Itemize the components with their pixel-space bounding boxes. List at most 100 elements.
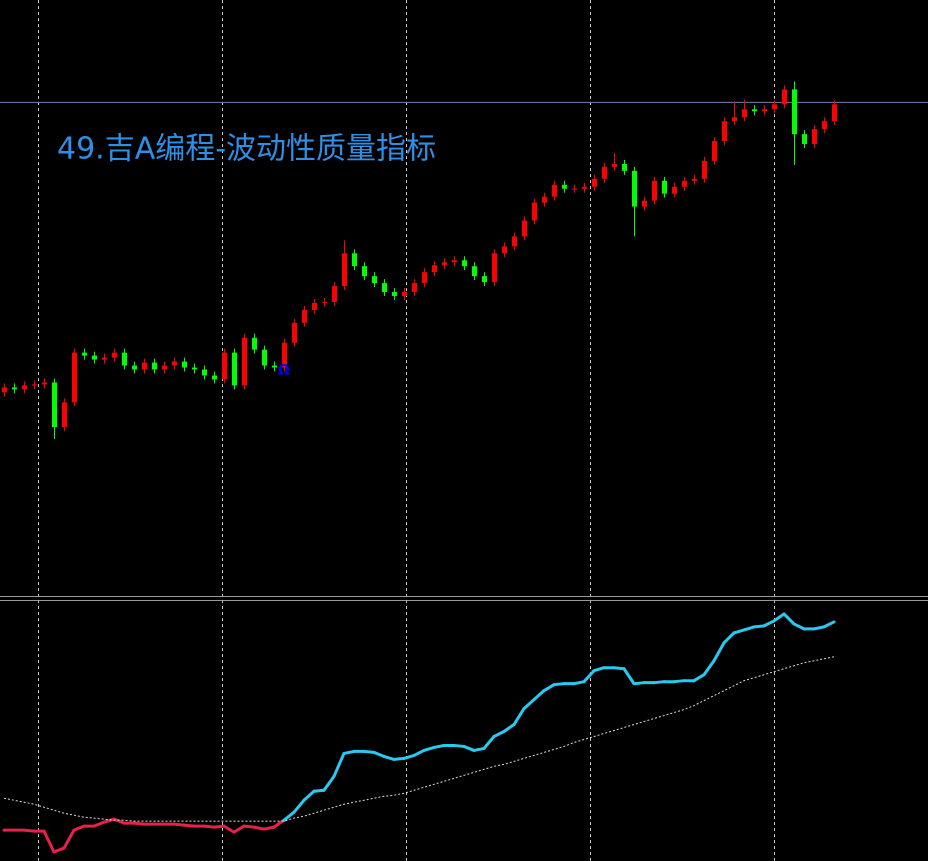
indicator-line — [292, 798, 306, 814]
candle-body — [382, 283, 387, 293]
candle-body — [402, 292, 407, 297]
candle-body — [552, 184, 557, 197]
candle-body — [602, 166, 607, 179]
candle-body — [662, 180, 667, 194]
candle-body — [112, 352, 117, 358]
candle-body — [42, 382, 47, 385]
candle-body — [412, 283, 417, 293]
candle-body — [512, 236, 517, 247]
indicator-line — [492, 729, 506, 738]
candle-body — [592, 178, 597, 187]
indicator-line — [652, 680, 666, 685]
candle-body — [92, 355, 97, 360]
indicator-line — [582, 669, 596, 684]
candle-body — [242, 337, 247, 386]
candle-body — [622, 163, 627, 171]
candle-body — [582, 186, 587, 189]
indicator-line — [242, 824, 256, 829]
indicator-line — [262, 825, 276, 831]
candle-body — [502, 246, 507, 254]
indicator-line — [202, 824, 216, 829]
candle-body — [352, 253, 357, 267]
candle-body — [172, 361, 177, 366]
candle-body — [252, 337, 257, 350]
candle-body — [302, 309, 307, 323]
indicator-line — [592, 666, 606, 673]
indicator-line — [622, 667, 636, 686]
candle-body — [702, 160, 707, 179]
indicator-line — [632, 681, 646, 686]
candle-body — [432, 265, 437, 273]
candle-body — [152, 362, 157, 370]
indicator-line — [42, 829, 56, 854]
candle-body — [672, 186, 677, 194]
indicator-line — [302, 789, 316, 802]
candle-body — [82, 352, 87, 356]
indicator-line — [532, 689, 546, 702]
candle-body — [212, 375, 217, 380]
candle-body — [692, 178, 697, 181]
candle-body — [802, 134, 807, 145]
candle-body — [752, 109, 757, 112]
indicator-line — [92, 820, 106, 828]
indicator-line — [412, 748, 426, 757]
candle-body — [532, 202, 537, 221]
indicator-line — [752, 624, 766, 629]
candle-body — [812, 129, 817, 145]
candle-body — [332, 286, 337, 302]
candle-body — [342, 253, 347, 287]
candle-body — [372, 276, 377, 284]
indicator-line — [542, 683, 556, 693]
indicator-line — [712, 641, 726, 663]
indicator-line — [392, 756, 406, 761]
candle-body — [832, 104, 837, 122]
candle-body — [562, 184, 567, 189]
indicator-line — [72, 824, 86, 832]
candle-body — [422, 272, 427, 284]
candle-body — [122, 352, 127, 366]
indicator-line — [482, 734, 496, 750]
candle-body — [202, 369, 207, 376]
indicator-line — [342, 749, 356, 755]
candle-body — [32, 384, 37, 386]
indicator-line — [782, 612, 796, 626]
candle-body — [2, 387, 7, 393]
indicator-line — [132, 821, 146, 826]
candle-body — [682, 180, 687, 187]
indicator-line — [822, 620, 836, 629]
indicator-line — [332, 751, 346, 778]
candle-body — [232, 352, 237, 386]
candle-body — [292, 322, 297, 343]
indicator-line — [432, 743, 446, 749]
indicator-line — [742, 625, 756, 632]
candle-body — [542, 196, 547, 203]
candle-body — [762, 109, 767, 112]
candle-body — [142, 362, 147, 370]
indicator-line — [312, 788, 326, 793]
candle-body — [162, 365, 167, 370]
indicator-line — [222, 824, 236, 834]
indicator-line — [112, 817, 126, 825]
candle-body — [442, 262, 447, 266]
indicator-line — [62, 828, 76, 850]
candle-body — [482, 276, 487, 283]
indicator-line — [462, 744, 476, 752]
candle-body — [72, 352, 77, 403]
indicator-line — [282, 810, 296, 822]
candle-body — [772, 104, 777, 110]
indicator-line — [422, 745, 436, 752]
indicator-line — [362, 749, 376, 754]
candle-body — [492, 253, 497, 283]
candle-body — [792, 89, 797, 135]
indicator-line — [612, 666, 626, 671]
candle-body — [282, 342, 287, 368]
indicator-line — [772, 612, 786, 623]
candle-body — [322, 301, 327, 303]
candle-body — [312, 302, 317, 310]
candle-body — [22, 385, 27, 390]
candle-body — [12, 387, 17, 390]
candle-body — [392, 292, 397, 297]
candle-body — [272, 365, 277, 368]
candle-body — [472, 266, 477, 277]
